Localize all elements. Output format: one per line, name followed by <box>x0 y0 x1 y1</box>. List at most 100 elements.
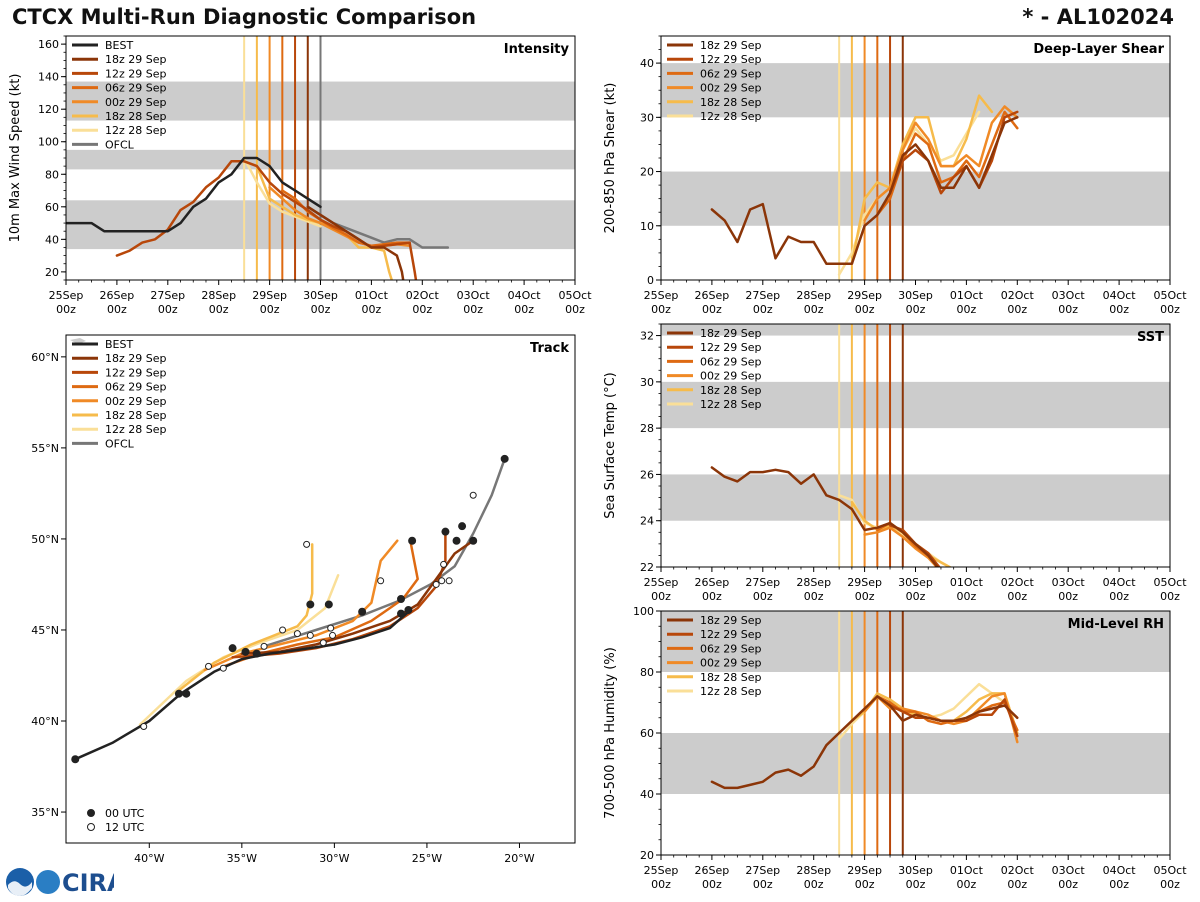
xtick-label: 26Sep <box>695 576 730 589</box>
ytick-label: 22 <box>640 561 654 574</box>
xtick-label: 30Sep <box>898 289 933 302</box>
legend-label: 18z 28 Sep <box>700 384 762 397</box>
shaded-band <box>661 381 1170 429</box>
xtick-hour: 00z <box>412 303 432 316</box>
xtick-label: 25Sep <box>644 864 679 877</box>
ytick-label: 35°N <box>31 806 59 819</box>
legend-label: 12z 29 Sep <box>700 341 762 354</box>
xtick-label: 25°W <box>412 852 442 865</box>
ytick-label: 100 <box>633 605 654 618</box>
xtick-hour: 00z <box>362 303 382 316</box>
xtick-label: 01Oct <box>950 289 984 302</box>
xtick-label: 01Oct <box>950 576 984 589</box>
chart-sst: 22242628303225Sep00z26Sep00z27Sep00z28Se… <box>603 323 1187 603</box>
ytick-label: 60 <box>640 727 654 740</box>
ytick-label: 28 <box>640 422 654 435</box>
ytick-label: 55°N <box>31 442 59 455</box>
marker-12utc <box>260 642 268 650</box>
xtick-hour: 00z <box>855 878 875 891</box>
marker-12utc <box>303 540 311 548</box>
xtick-label: 03Oct <box>1052 289 1086 302</box>
xtick-label: 30Sep <box>898 864 933 877</box>
legend-label: 18z 28 Sep <box>700 671 762 684</box>
xtick-hour: 00z <box>957 878 977 891</box>
cira-logo: CIRA <box>4 866 126 902</box>
xtick-hour: 00z <box>855 303 875 316</box>
marker-12utc <box>440 560 448 568</box>
ytick-label: 60 <box>45 201 59 214</box>
legend-label: 18z 29 Sep <box>105 53 167 66</box>
marker-12utc <box>293 630 301 638</box>
chart-rh: 2040608010025Sep00z26Sep00z27Sep00z28Sep… <box>603 605 1187 891</box>
marker-00utc <box>306 600 315 609</box>
marker-12utc <box>279 626 287 634</box>
series-18z-28-sep <box>175 543 314 694</box>
xtick-hour: 00z <box>651 590 671 603</box>
xtick-hour: 00z <box>107 303 127 316</box>
series-12z-28-sep <box>242 156 322 228</box>
ytick-label: 80 <box>45 168 59 181</box>
xtick-label: 26Sep <box>695 289 730 302</box>
legend-label: 12z 29 Sep <box>700 53 762 66</box>
ytick-label: 50°N <box>31 533 59 546</box>
legend-marker-12 <box>87 823 95 831</box>
ytick-label: 10 <box>640 220 654 233</box>
xtick-hour: 00z <box>158 303 178 316</box>
cira-wordmark: CIRA <box>62 869 114 897</box>
xtick-label: 25Sep <box>49 289 84 302</box>
xtick-label: 03Oct <box>1052 576 1086 589</box>
y-axis-label: 700-500 hPa Humidity (%) <box>603 647 618 819</box>
xtick-hour: 00z <box>209 303 229 316</box>
panel-title: Deep-Layer Shear <box>1033 42 1164 57</box>
series-06z-29-sep <box>876 695 1019 732</box>
xtick-hour: 00z <box>957 590 977 603</box>
xtick-label: 30°W <box>319 852 349 865</box>
y-axis-label: Sea Surface Temp (°C) <box>603 372 618 519</box>
series-18z-29-sep <box>710 116 1019 265</box>
xtick-hour: 00z <box>56 303 76 316</box>
ytick-label: 40°N <box>31 715 59 728</box>
xtick-label: 04Oct <box>508 289 542 302</box>
marker-00utc <box>397 609 406 618</box>
ytick-label: 30 <box>640 111 654 124</box>
xtick-hour: 00z <box>514 303 534 316</box>
xtick-hour: 00z <box>753 303 773 316</box>
xtick-label: 04Oct <box>1103 289 1137 302</box>
ytick-label: 0 <box>647 274 654 287</box>
legend-label: OFCL <box>105 437 135 450</box>
xtick-hour: 00z <box>1007 878 1027 891</box>
chart-track: 35°N 40°N 45°N 50°N 55°N 60°N 40°W 35°W 30°W 25°W… <box>31 334 576 865</box>
xtick-label: 20°W <box>504 852 534 865</box>
legend-label: 12z 29 Sep <box>105 67 167 80</box>
legend-label: 12z 28 Sep <box>700 685 762 698</box>
xtick-label: 02Oct <box>1001 576 1035 589</box>
xtick-hour: 00z <box>565 303 585 316</box>
marker-12utc <box>432 580 440 588</box>
ytick-label: 30 <box>640 376 654 389</box>
ytick-label: 140 <box>38 71 59 84</box>
storm-id: * - AL102024 <box>1022 5 1174 29</box>
marker-12utc <box>219 664 227 672</box>
shaded-band <box>661 63 1170 118</box>
marker-12utc <box>327 624 335 632</box>
shaded-band <box>661 324 1170 336</box>
legend-label: 12z 29 Sep <box>105 366 167 379</box>
ytick-label: 20 <box>640 849 654 862</box>
xtick-label: 28Sep <box>796 576 831 589</box>
legend-label: 12z 28 Sep <box>105 124 167 137</box>
xtick-label: 30Sep <box>898 576 933 589</box>
series-18z-29-sep <box>306 205 405 280</box>
marker-12utc <box>306 631 314 639</box>
marker-00utc <box>241 647 250 656</box>
panel-title: Track <box>530 341 569 356</box>
xtick-label: 29Sep <box>847 289 882 302</box>
xtick-label: 29Sep <box>252 289 287 302</box>
xtick-label: 35°W <box>227 852 257 865</box>
panel-title: SST <box>1137 330 1164 345</box>
legend-label: 06z 29 Sep <box>700 67 762 80</box>
ytick-label: 60°N <box>31 351 59 364</box>
xtick-hour: 00z <box>906 590 926 603</box>
marker-00utc <box>452 536 461 545</box>
marker-00utc <box>324 600 333 609</box>
xtick-label: 05Oct <box>558 289 592 302</box>
